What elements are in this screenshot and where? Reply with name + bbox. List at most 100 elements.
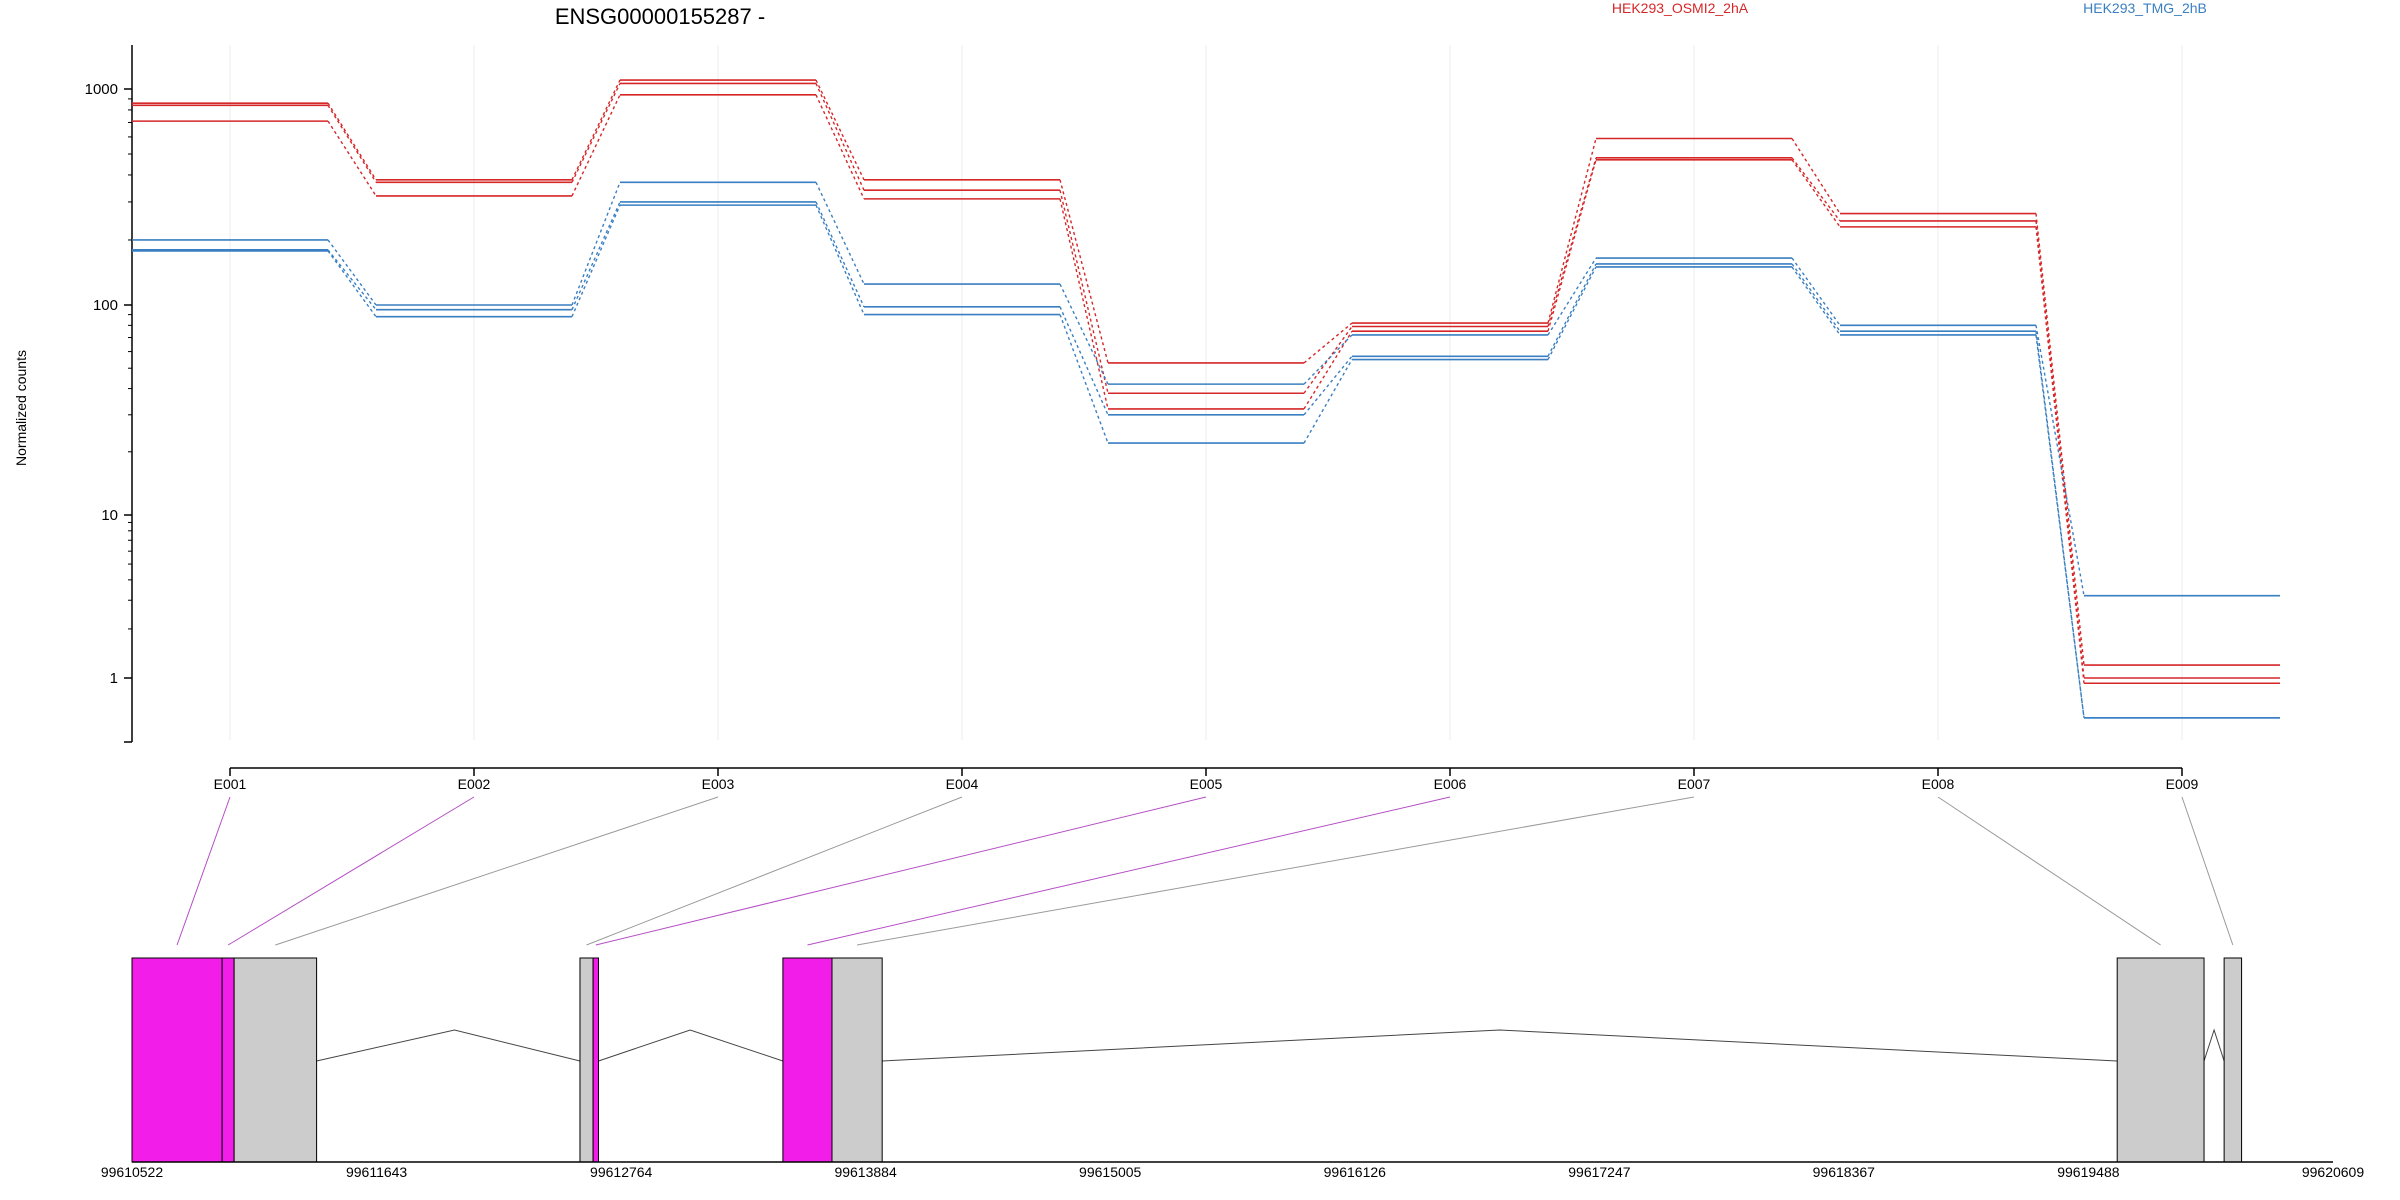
- x-tick-label-e009: E009: [2166, 776, 2199, 792]
- intron-3: [882, 1029, 2118, 1062]
- chart-title: ENSG00000155287 -: [555, 4, 765, 29]
- exon-e001: [131, 957, 223, 1163]
- series-5-connector-7: [1791, 263, 1841, 332]
- series-6-connector-4: [1059, 314, 1109, 444]
- genomic-tick-label-2: 99611643: [346, 1164, 407, 1180]
- genomic-tick-label-8: 99618367: [1813, 1164, 1876, 1180]
- series-6-connector-2: [571, 204, 621, 317]
- x-tick-label-e005: E005: [1190, 776, 1223, 792]
- series-4-connector-2: [571, 182, 621, 306]
- series-2-connector-3: [815, 83, 865, 191]
- y-tick-label-1: 1: [110, 670, 118, 687]
- legend-entry-osmi: HEK293_OSMI2_2hA: [1612, 0, 1749, 16]
- x-tick-label-e007: E007: [1678, 776, 1711, 792]
- series-6-connector-8: [2035, 334, 2085, 718]
- series-1-connector-5: [1303, 322, 1353, 364]
- series-4-connector-1: [327, 239, 377, 306]
- exon-e005: [592, 957, 600, 1163]
- exon-e009: [2223, 957, 2243, 1163]
- legend-entry-tmg: HEK293_TMG_2hB: [2083, 0, 2207, 16]
- x-tick-label-e008: E008: [1922, 776, 1955, 792]
- series-6-connector-7: [1791, 266, 1841, 336]
- series-2-connector-2: [571, 83, 621, 183]
- series-6-connector-5: [1303, 359, 1353, 444]
- connector-e004: [586, 796, 963, 946]
- genomic-tick-label-4: 99613884: [834, 1164, 897, 1180]
- series-1-connector-7: [1791, 138, 1841, 214]
- gene-model: 99610522 99611643 99612764 99613884 99615005…: [101, 957, 2365, 1180]
- genomic-tick-label-3: 99612764: [590, 1164, 653, 1180]
- y-tick-label-1000: 1000: [85, 81, 118, 98]
- connector-e008: [1937, 796, 2161, 946]
- series-3-connector-1: [327, 120, 377, 197]
- series-5-connector-6: [1547, 263, 1597, 357]
- series-4-connector-6: [1547, 257, 1597, 336]
- genomic-tick-label-5: 99615005: [1079, 1164, 1142, 1180]
- y-axis-label: Normalized counts: [13, 350, 29, 466]
- exon-e003: [233, 957, 318, 1163]
- series-4: [132, 181, 2280, 597]
- series-1-connector-8: [2035, 213, 2085, 666]
- series-6-connector-1: [327, 250, 377, 318]
- series-3-connector-6: [1547, 159, 1597, 332]
- connector-e003: [275, 796, 719, 946]
- series-1-connector-4: [1059, 179, 1109, 364]
- exon-e007: [831, 957, 883, 1163]
- series-4-connector-7: [1791, 257, 1841, 326]
- series-4-connector-3: [815, 181, 865, 285]
- genomic-tick-label-9: 99619488: [2057, 1164, 2120, 1180]
- series-5-connector-3: [815, 201, 865, 308]
- genomic-tick-label-6: 99616126: [1324, 1164, 1387, 1180]
- series-2-connector-7: [1791, 157, 1841, 222]
- series-lines: [132, 79, 2280, 719]
- connector-e001: [176, 796, 231, 946]
- intron-1: [316, 1029, 581, 1062]
- connector-e009: [2181, 796, 2234, 946]
- x-tick-label-e001: E001: [214, 776, 247, 792]
- x-tick-label-e006: E006: [1434, 776, 1467, 792]
- genomic-tick-label-7: 99617247: [1568, 1164, 1631, 1180]
- genomic-tick-label-1: 99610522: [101, 1164, 164, 1180]
- series-3-connector-2: [571, 94, 621, 197]
- series-2-connector-4: [1059, 190, 1109, 394]
- series-1-connector-6: [1547, 138, 1597, 324]
- genomic-tick-label-10: 99620609: [2302, 1164, 2365, 1180]
- exon-e008: [2116, 957, 2205, 1163]
- series-6-connector-6: [1547, 266, 1597, 360]
- connector-e007: [856, 796, 1695, 946]
- series-3-connector-3: [815, 94, 865, 200]
- series-4-connector-8: [2035, 325, 2085, 596]
- connector-e005: [595, 796, 1207, 946]
- series-1: [132, 79, 2280, 666]
- series-4-connector-4: [1059, 283, 1109, 385]
- x-tick-label-e002: E002: [458, 776, 491, 792]
- intron-4: [2203, 1028, 2225, 1062]
- series-1-connector-3: [815, 79, 865, 181]
- exon-e004: [579, 957, 594, 1163]
- series-5-connector-5: [1303, 355, 1353, 416]
- exon-connectors: [176, 796, 2234, 946]
- exon-e002: [221, 957, 235, 1163]
- series-3-connector-8: [2035, 226, 2085, 684]
- series-2-connector-1: [327, 104, 377, 183]
- series-1-connector-2: [571, 79, 621, 181]
- series-5-connector-4: [1059, 306, 1109, 416]
- x-tick-label-e004: E004: [946, 776, 979, 792]
- exon-e006: [782, 957, 833, 1163]
- intron-2: [598, 1029, 784, 1062]
- series-3-connector-7: [1791, 159, 1841, 228]
- y-tick-label-100: 100: [93, 297, 118, 314]
- series-3: [132, 94, 2280, 685]
- y-tick-label-10: 10: [101, 507, 118, 524]
- series-2-connector-5: [1303, 326, 1353, 394]
- connector-e002: [227, 796, 475, 946]
- series-5-connector-1: [327, 249, 377, 311]
- connector-e006: [807, 796, 1451, 946]
- series-1-connector-1: [327, 102, 377, 181]
- series-5-connector-2: [571, 201, 621, 310]
- series-6-connector-3: [815, 204, 865, 315]
- x-tick-label-e003: E003: [702, 776, 735, 792]
- series-6: [132, 204, 2280, 719]
- series-2-connector-6: [1547, 157, 1597, 327]
